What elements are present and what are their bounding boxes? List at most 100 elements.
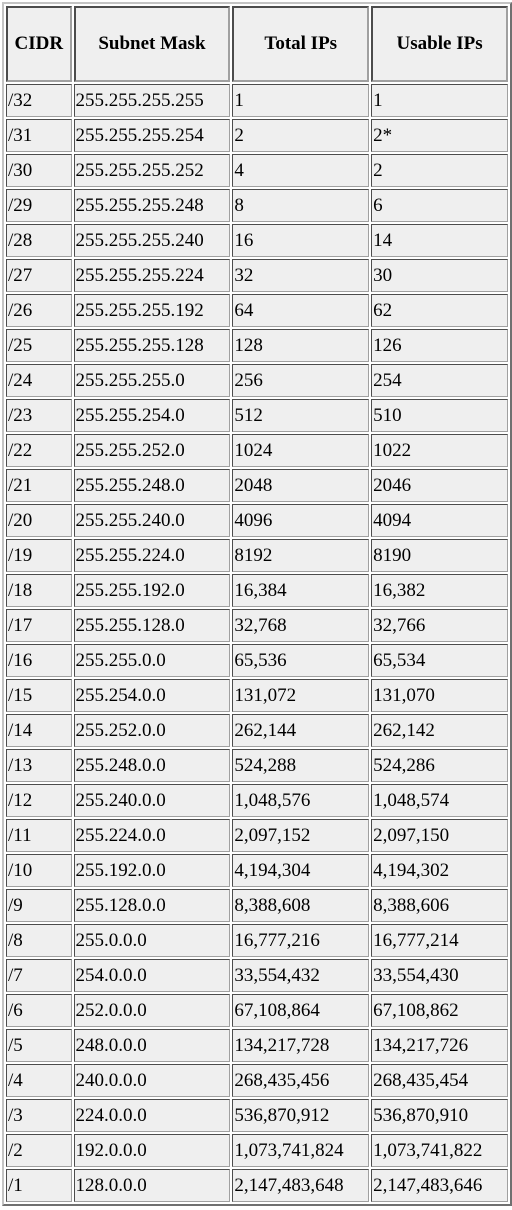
cell-usable-ips: 510 [371,399,508,432]
table-row: /28 255.255.255.240 16 14 [6,224,508,257]
cell-usable-ips: 1,073,741,822 [371,1134,508,1167]
table-row: /27 255.255.255.224 32 30 [6,259,508,292]
table-row: /30 255.255.255.252 4 2 [6,154,508,187]
cell-usable-ips: 67,108,862 [371,994,508,1027]
table-row: /25 255.255.255.128 128 126 [6,329,508,362]
cell-usable-ips: 62 [371,294,508,327]
cell-subnet-mask: 255.255.240.0 [73,504,231,537]
cell-usable-ips: 65,534 [371,644,508,677]
cell-cidr: /9 [6,889,72,922]
cell-usable-ips: 126 [371,329,508,362]
table-header: CIDR Subnet Mask Total IPs Usable IPs [6,6,508,82]
cell-usable-ips: 16,382 [371,574,508,607]
cell-total-ips: 2 [232,119,370,152]
cell-usable-ips: 1,048,574 [371,784,508,817]
cell-subnet-mask: 255.255.224.0 [73,539,231,572]
cell-usable-ips: 4,194,302 [371,854,508,887]
table-row: /2 192.0.0.0 1,073,741,824 1,073,741,822 [6,1134,508,1167]
cell-cidr: /26 [6,294,72,327]
cell-cidr: /29 [6,189,72,222]
cell-cidr: /6 [6,994,72,1027]
cell-subnet-mask: 255.255.255.128 [73,329,231,362]
cell-usable-ips: 8,388,606 [371,889,508,922]
cell-total-ips: 2,097,152 [232,819,370,852]
table-row: /9 255.128.0.0 8,388,608 8,388,606 [6,889,508,922]
cell-total-ips: 131,072 [232,679,370,712]
cell-total-ips: 4,194,304 [232,854,370,887]
cell-cidr: /24 [6,364,72,397]
cell-usable-ips: 2,097,150 [371,819,508,852]
cell-usable-ips: 2,147,483,646 [371,1169,508,1202]
cell-total-ips: 256 [232,364,370,397]
table-row: /3 224.0.0.0 536,870,912 536,870,910 [6,1099,508,1132]
cell-cidr: /21 [6,469,72,502]
cell-subnet-mask: 255.255.255.252 [73,154,231,187]
table-row: /12 255.240.0.0 1,048,576 1,048,574 [6,784,508,817]
cell-subnet-mask: 254.0.0.0 [73,959,231,992]
cell-usable-ips: 262,142 [371,714,508,747]
cell-subnet-mask: 255.255.255.248 [73,189,231,222]
cell-subnet-mask: 255.255.255.254 [73,119,231,152]
cell-usable-ips: 6 [371,189,508,222]
table-row: /26 255.255.255.192 64 62 [6,294,508,327]
table-row: /19 255.255.224.0 8192 8190 [6,539,508,572]
table-row: /21 255.255.248.0 2048 2046 [6,469,508,502]
cell-subnet-mask: 248.0.0.0 [73,1029,231,1062]
cell-usable-ips: 33,554,430 [371,959,508,992]
cell-usable-ips: 254 [371,364,508,397]
cell-subnet-mask: 255.254.0.0 [73,679,231,712]
cell-total-ips: 4 [232,154,370,187]
cell-cidr: /7 [6,959,72,992]
cell-subnet-mask: 255.255.252.0 [73,434,231,467]
cell-subnet-mask: 128.0.0.0 [73,1169,231,1202]
cell-cidr: /28 [6,224,72,257]
cell-total-ips: 65,536 [232,644,370,677]
cell-subnet-mask: 224.0.0.0 [73,1099,231,1132]
cell-subnet-mask: 255.255.0.0 [73,644,231,677]
header-usable-ips: Usable IPs [371,6,508,82]
cell-cidr: /20 [6,504,72,537]
table-row: /22 255.255.252.0 1024 1022 [6,434,508,467]
cell-usable-ips: 536,870,910 [371,1099,508,1132]
table-row: /1 128.0.0.0 2,147,483,648 2,147,483,646 [6,1169,508,1202]
cell-total-ips: 32,768 [232,609,370,642]
table-row: /18 255.255.192.0 16,384 16,382 [6,574,508,607]
cell-total-ips: 8 [232,189,370,222]
cell-usable-ips: 4094 [371,504,508,537]
cell-cidr: /22 [6,434,72,467]
table-row: /8 255.0.0.0 16,777,216 16,777,214 [6,924,508,957]
table-body: /32 255.255.255.255 1 1/31 255.255.255.254 2 2… [6,84,508,1202]
cell-usable-ips: 2* [371,119,508,152]
cell-subnet-mask: 255.248.0.0 [73,749,231,782]
header-cidr: CIDR [6,6,72,82]
cell-total-ips: 262,144 [232,714,370,747]
header-total-ips: Total IPs [232,6,370,82]
table-row: /29 255.255.255.248 8 6 [6,189,508,222]
cell-total-ips: 1,073,741,824 [232,1134,370,1167]
cell-cidr: /3 [6,1099,72,1132]
cell-total-ips: 16 [232,224,370,257]
cell-total-ips: 1 [232,84,370,117]
cell-usable-ips: 1 [371,84,508,117]
cell-cidr: /13 [6,749,72,782]
cell-cidr: /10 [6,854,72,887]
cell-total-ips: 2,147,483,648 [232,1169,370,1202]
table-row: /14 255.252.0.0 262,144 262,142 [6,714,508,747]
cell-cidr: /19 [6,539,72,572]
cell-usable-ips: 2046 [371,469,508,502]
cell-subnet-mask: 240.0.0.0 [73,1064,231,1097]
cell-usable-ips: 8190 [371,539,508,572]
header-subnet-mask: Subnet Mask [73,6,231,82]
table-row: /17 255.255.128.0 32,768 32,766 [6,609,508,642]
cell-subnet-mask: 255.240.0.0 [73,784,231,817]
cell-cidr: /27 [6,259,72,292]
table-row: /5 248.0.0.0 134,217,728 134,217,726 [6,1029,508,1062]
cell-cidr: /12 [6,784,72,817]
cell-total-ips: 2048 [232,469,370,502]
cell-subnet-mask: 192.0.0.0 [73,1134,231,1167]
table-row: /7 254.0.0.0 33,554,432 33,554,430 [6,959,508,992]
cell-usable-ips: 134,217,726 [371,1029,508,1062]
cell-total-ips: 33,554,432 [232,959,370,992]
cell-total-ips: 32 [232,259,370,292]
